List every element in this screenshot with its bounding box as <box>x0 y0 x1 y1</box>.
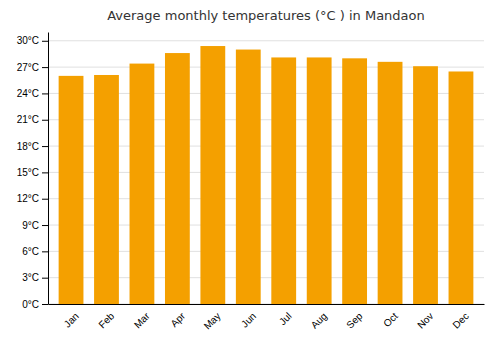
x-tick-label: Apr <box>168 310 187 329</box>
y-tick-mark <box>42 172 48 173</box>
bar <box>307 57 332 304</box>
y-axis: 0°C 3°C 6°C 9°C 12°C 15°C 18°C 21°C 24°C 27°C 30°C <box>17 33 49 310</box>
bar <box>200 46 225 304</box>
y-tick: 18°C <box>17 141 48 152</box>
y-tick: 3°C <box>22 272 48 283</box>
bar <box>165 53 190 304</box>
x-tick-label: Jan <box>62 310 81 329</box>
bar <box>59 76 84 304</box>
y-tick: 27°C <box>17 62 48 73</box>
x-tick-label: Oct <box>381 310 400 329</box>
y-tick-label: 24°C <box>17 88 39 99</box>
y-axis-line <box>48 33 49 305</box>
grid <box>48 41 484 304</box>
y-tick-mark <box>42 304 48 305</box>
chart: 0°C 3°C 6°C 9°C 12°C 15°C 18°C 21°C 24°C 27°C 30°C… <box>0 0 500 350</box>
x-axis-line <box>49 304 485 305</box>
bar <box>271 57 296 304</box>
y-tick-label: 0°C <box>22 299 39 310</box>
y-tick-label: 21°C <box>17 114 39 125</box>
x-tick: Sep <box>344 310 365 331</box>
y-tick-label: 18°C <box>17 141 39 152</box>
y-tick-label: 9°C <box>22 220 39 231</box>
y-tick-mark <box>42 120 48 121</box>
x-tick: Feb <box>96 310 116 330</box>
bar <box>94 75 119 304</box>
y-tick-label: 30°C <box>17 35 39 46</box>
x-tick: Jun <box>239 310 258 329</box>
y-tick-label: 6°C <box>22 246 39 257</box>
bar <box>342 58 367 304</box>
y-tick-label: 12°C <box>17 193 39 204</box>
grid-line <box>48 40 484 41</box>
x-tick: Dec <box>450 310 470 330</box>
x-tick: Apr <box>168 310 187 329</box>
x-tick-label: Jun <box>239 310 258 329</box>
bar <box>449 71 474 304</box>
bar <box>413 66 438 304</box>
y-tick: 21°C <box>17 114 48 125</box>
x-tick: May <box>202 310 223 331</box>
y-tick: 6°C <box>22 246 48 257</box>
bar <box>378 62 403 304</box>
title: Average monthly temperatures (°C ) in Ma… <box>107 8 425 23</box>
x-tick: Jul <box>277 310 294 327</box>
x-tick-label: Feb <box>96 310 116 330</box>
x-tick-label: May <box>202 310 223 331</box>
y-tick-mark <box>42 199 48 200</box>
x-tick: Aug <box>309 310 329 330</box>
y-tick: 30°C <box>17 35 48 46</box>
y-tick-mark <box>42 41 48 42</box>
y-tick: 24°C <box>17 88 48 99</box>
x-tick-label: Aug <box>309 310 329 330</box>
x-tick-label: Sep <box>344 310 365 331</box>
bar <box>236 50 261 304</box>
y-tick-label: 27°C <box>17 62 39 73</box>
x-tick: Jan <box>62 310 81 329</box>
x-tick-label: Jul <box>277 310 294 327</box>
y-tick-mark <box>42 146 48 147</box>
y-tick: 15°C <box>17 167 48 178</box>
y-tick-mark <box>42 251 48 252</box>
plot-area: 0°C 3°C 6°C 9°C 12°C 15°C 18°C 21°C 24°C 27°C 30°C… <box>17 33 485 332</box>
y-tick-label: 15°C <box>17 167 39 178</box>
x-tick-label: Mar <box>132 310 152 330</box>
y-tick: 9°C <box>22 220 48 231</box>
y-tick-mark <box>42 225 48 226</box>
y-tick: 0°C <box>22 299 48 310</box>
x-tick: Nov <box>415 310 435 330</box>
x-tick-label: Dec <box>450 310 470 330</box>
x-tick-label: Nov <box>415 310 435 330</box>
y-tick-mark <box>42 67 48 68</box>
y-tick-mark <box>42 278 48 279</box>
y-tick-label: 3°C <box>22 272 39 283</box>
bar <box>130 64 155 304</box>
bars <box>59 46 474 304</box>
x-tick: Mar <box>132 310 152 330</box>
x-axis: Jan Feb Mar Apr May Jun Jul Aug Sep Oct Nov Dec <box>49 305 485 332</box>
y-tick-mark <box>42 93 48 94</box>
x-tick: Oct <box>381 310 400 329</box>
y-tick: 12°C <box>17 193 48 204</box>
